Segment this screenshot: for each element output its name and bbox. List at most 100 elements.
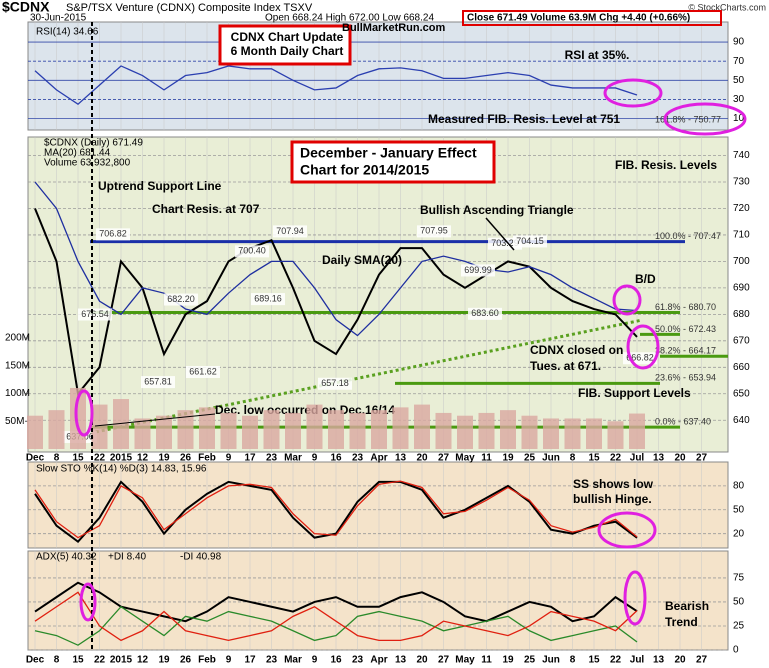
rsi-panel: [27, 21, 729, 131]
x-tick-label: 20: [416, 453, 428, 464]
y-tick-label: 20: [733, 528, 745, 539]
pivot-label-bg: [513, 235, 547, 248]
x-tick-label: 12: [137, 655, 149, 666]
pivot-label: 707.95: [420, 226, 448, 236]
x-tick-label: 26: [180, 655, 192, 666]
volume-bar: [564, 418, 581, 449]
x-tick-label: 9: [226, 655, 232, 666]
pivot-label-bg: [141, 376, 175, 389]
annotation: CDNX closed on: [530, 343, 623, 357]
y-tick-label: 50: [733, 504, 745, 515]
volume-bar: [263, 410, 280, 449]
x-tick-label: 23: [266, 655, 278, 666]
x-tick-label: 19: [158, 655, 170, 666]
x-tick-label: Feb: [198, 453, 216, 464]
highlight: [663, 102, 747, 136]
pivot-label: 704.15: [516, 236, 544, 246]
x-tick-label: Dec: [26, 655, 45, 666]
volume-bar: [177, 410, 194, 449]
annotation: Bearish: [665, 599, 709, 613]
x-tick-label: Apr: [370, 655, 387, 666]
highlight: [79, 582, 97, 622]
y-tick-label: 50M: [5, 416, 24, 427]
volume-bar: [27, 415, 43, 449]
pivot-label: 676.54: [81, 309, 109, 319]
pivot-label-bg: [251, 293, 285, 306]
y-tick-label: 25: [733, 621, 745, 632]
fib-label: 100.0% - 707.47: [655, 231, 721, 241]
fib-label: 23.6% - 653.94: [655, 373, 716, 383]
y-tick-label: 150M: [5, 360, 30, 371]
x-tick-label: 20: [416, 655, 428, 666]
y-tick-label: 50: [733, 597, 745, 608]
annotation-box: [290, 140, 496, 184]
y-tick-label: 680: [733, 309, 750, 320]
annotation: B/D: [635, 272, 656, 286]
annotation: RSI at 35%.: [565, 48, 630, 62]
volume-bar: [349, 412, 366, 449]
legend-entry: $CDNX (Daily) 671.49: [44, 138, 143, 149]
volume-bar: [113, 399, 129, 449]
y-tick-label: 740: [733, 150, 750, 161]
volume-bar: [629, 413, 645, 449]
x-tick-label: 2015: [110, 655, 133, 666]
x-tick-label: 23: [266, 453, 278, 464]
annotation: December - January Effect: [300, 145, 477, 161]
pivot-label-bg: [461, 264, 495, 277]
x-tick-label: 8: [54, 453, 60, 464]
annotation: Uptrend Support Line: [98, 179, 222, 193]
annotation: SS shows low: [573, 477, 654, 491]
pivot-label: 689.16: [254, 293, 282, 303]
volume-bar: [500, 410, 516, 449]
highlight: [74, 389, 94, 437]
pivot-label: 682.20: [167, 294, 195, 304]
y-tick-label: 640: [733, 415, 750, 426]
series-line: [34, 480, 638, 543]
x-tick-label: 15: [588, 655, 600, 666]
legend-entry: -DI 40.98: [180, 552, 222, 563]
symbol: $CDNX: [2, 0, 50, 15]
y-tick-label: 670: [733, 335, 750, 346]
pivot-label: 699.99: [464, 265, 492, 275]
close-box: [462, 10, 722, 26]
site: BullMarketRun.com: [342, 22, 446, 34]
pivot-label-bg: [186, 366, 220, 379]
x-tick-label: 9: [312, 655, 318, 666]
highlights: [74, 78, 747, 626]
annotation: Trend: [665, 615, 698, 629]
x-tick-label: 20: [674, 655, 686, 666]
pivot-label-bg: [273, 225, 307, 238]
x-tick-label: 19: [158, 453, 170, 464]
date: 30-Jun-2015: [30, 13, 87, 24]
pivot-label-bg: [318, 377, 352, 390]
highlight: [603, 78, 663, 108]
y-tick-label: 90: [733, 37, 745, 48]
pivot-label-bg: [235, 245, 269, 258]
arrow: [94, 413, 216, 427]
volume-bar: [242, 415, 258, 449]
x-tick-label: 25: [524, 655, 536, 666]
x-tick-label: 23: [352, 453, 364, 464]
arrow: [485, 217, 515, 251]
pivot-label: 700.40: [238, 246, 266, 256]
highlight: [597, 511, 657, 549]
y-tick-label: 50: [733, 75, 745, 86]
x-tick-label: 15: [588, 453, 600, 464]
y-tick-label: 70: [733, 56, 745, 67]
series-line: [34, 581, 638, 623]
pivot-label: 657.18: [321, 378, 349, 388]
pivot-label-bg: [417, 225, 451, 238]
legend-entry: +DI 8.40: [108, 552, 147, 563]
volume-bar: [414, 404, 430, 449]
x-tick-label: 8: [570, 453, 576, 464]
y-tick-label: 710: [733, 230, 750, 241]
volume-bar: [457, 415, 473, 449]
index-name: S&P/TSX Venture (CDNX) Composite Index T…: [66, 2, 313, 14]
annotation: Daily SMA(20): [322, 253, 402, 267]
volume-bar: [156, 415, 172, 449]
y-tick-label: 0: [733, 645, 739, 656]
y-tick-label: 690: [733, 283, 750, 294]
x-tick-label: 15: [72, 453, 84, 464]
volume-bar: [607, 421, 624, 449]
